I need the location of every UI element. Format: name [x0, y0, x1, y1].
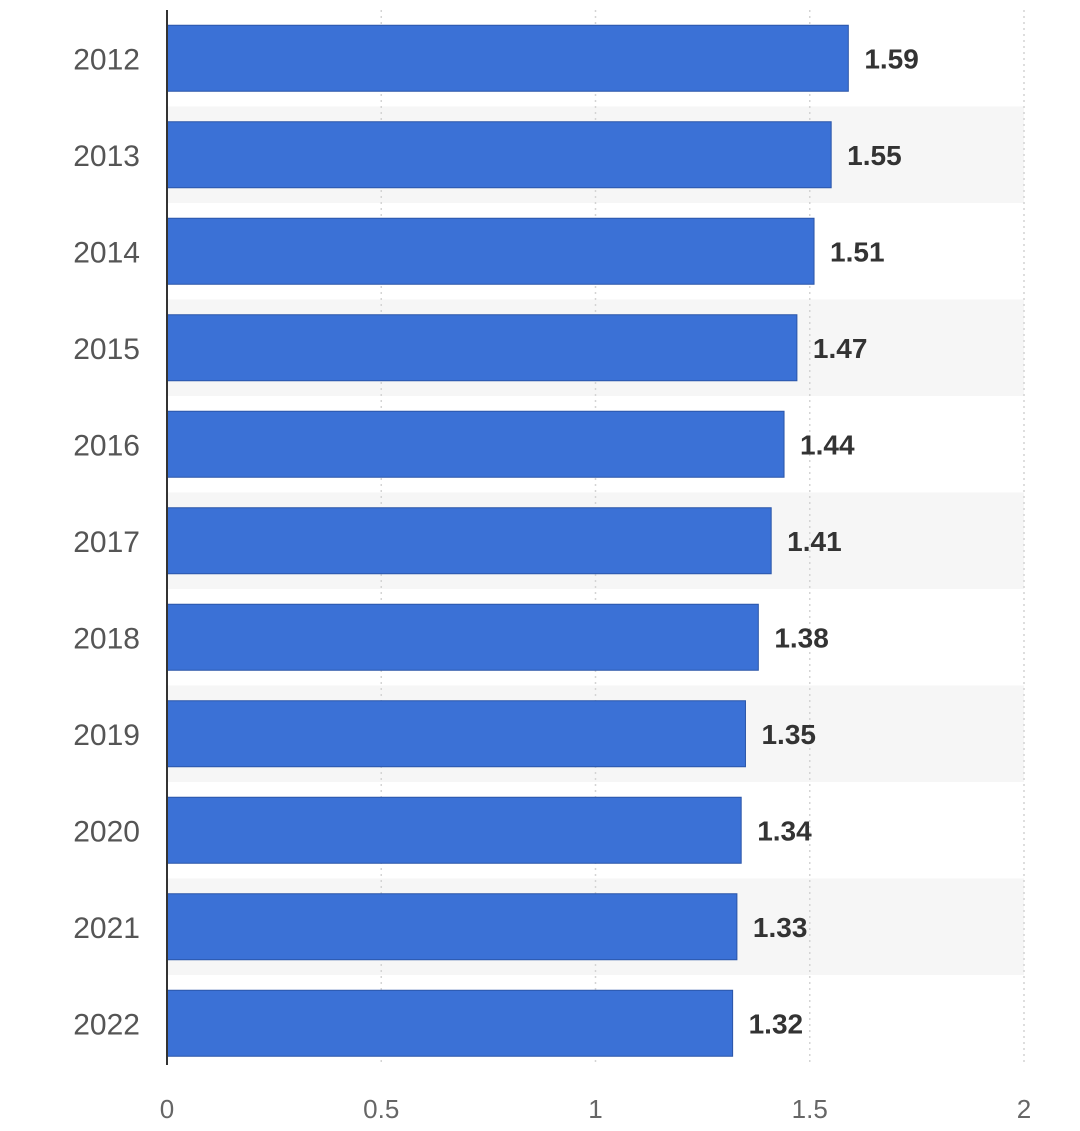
data-label: 1.33 — [753, 912, 808, 943]
x-tick-label: 0.5 — [363, 1094, 399, 1124]
bar-2020 — [166, 796, 742, 864]
data-labels: 1.59 1.55 1.51 1.47 1.44 1.41 1.38 1.35 1.34 1.33… — [749, 43, 919, 1039]
category-label: 2017 — [73, 526, 140, 559]
bar-2019 — [166, 700, 746, 768]
category-labels: 2012 2013 2014 2015 2016 2017 2018 2019 2020 2021… — [73, 43, 140, 1041]
category-label: 2020 — [73, 815, 140, 848]
data-label: 1.32 — [749, 1008, 804, 1039]
data-label: 1.59 — [864, 43, 919, 74]
data-label: 1.51 — [830, 236, 885, 267]
category-label: 2021 — [73, 912, 140, 945]
category-label: 2022 — [73, 1008, 140, 1041]
bar-2021 — [166, 893, 738, 961]
bar-2012 — [166, 24, 849, 92]
x-tick-label: 0 — [160, 1094, 174, 1124]
bar-2014 — [166, 217, 815, 285]
category-label: 2019 — [73, 719, 140, 752]
category-label: 2016 — [73, 429, 140, 462]
bars — [166, 24, 849, 1057]
data-label: 1.55 — [847, 140, 902, 171]
data-label: 1.34 — [757, 815, 812, 846]
x-tick-label: 2 — [1017, 1094, 1031, 1124]
bar-2022 — [166, 989, 734, 1057]
bar-2017 — [166, 507, 772, 575]
category-label: 2014 — [73, 236, 140, 269]
category-label: 2015 — [73, 333, 140, 366]
data-label: 1.38 — [774, 622, 829, 653]
category-label: 2013 — [73, 140, 140, 173]
bar-2018 — [166, 603, 759, 671]
data-label: 1.41 — [787, 526, 842, 557]
data-label: 1.47 — [813, 333, 868, 364]
category-label: 2018 — [73, 622, 140, 655]
bar-2016 — [166, 410, 785, 478]
data-label: 1.35 — [761, 719, 816, 750]
x-tick-label: 1 — [588, 1094, 602, 1124]
bar-2015 — [166, 314, 798, 382]
x-tick-label: 1.5 — [792, 1094, 828, 1124]
data-label: 1.44 — [800, 429, 855, 460]
x-axis-tick-labels: 0 0.5 1 1.5 2 — [160, 1094, 1031, 1124]
bar-2013 — [166, 121, 832, 189]
category-label: 2012 — [73, 43, 140, 76]
